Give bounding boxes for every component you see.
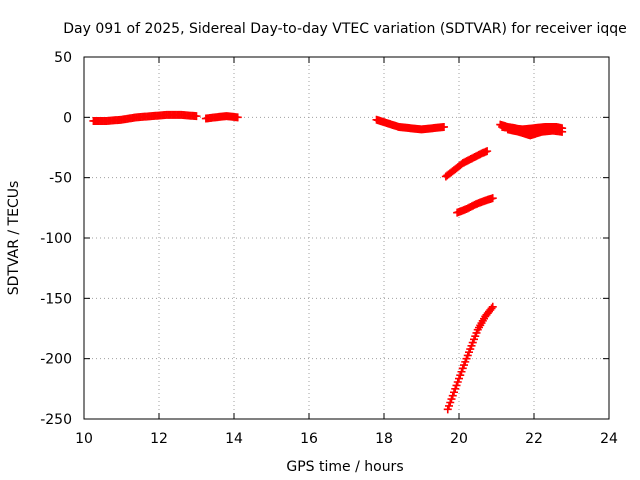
x-tick-label: 16 bbox=[300, 431, 318, 447]
y-tick-label: -250 bbox=[40, 412, 72, 428]
data-point bbox=[192, 112, 201, 121]
x-tick-label: 22 bbox=[525, 431, 543, 447]
data-point bbox=[440, 122, 448, 131]
data-point bbox=[488, 302, 497, 311]
data-point bbox=[233, 113, 242, 122]
y-tick-label: -50 bbox=[49, 171, 72, 187]
x-axis-title: GPS time / hours bbox=[286, 459, 403, 475]
data-point bbox=[487, 304, 496, 313]
x-tick-label: 20 bbox=[450, 431, 468, 447]
x-tick-label: 18 bbox=[375, 431, 393, 447]
plot-frame bbox=[83, 56, 610, 420]
x-tick-label: 24 bbox=[600, 431, 618, 447]
data-point bbox=[558, 127, 567, 136]
y-tick-label: 0 bbox=[63, 110, 72, 126]
x-tick-label: 14 bbox=[225, 431, 243, 447]
y-tick-label: 50 bbox=[54, 50, 72, 66]
data-point bbox=[483, 147, 492, 156]
data-series bbox=[89, 110, 567, 414]
y-tick-label: -200 bbox=[40, 352, 72, 368]
y-axis-title: SDTVAR / TECUs bbox=[6, 181, 22, 296]
y-tick-label: -150 bbox=[40, 291, 72, 307]
axis-ticks: 10 12 14 16 18 20 22 24 50 0 -50 -100 -150 -200 -250 bbox=[40, 50, 618, 447]
x-tick-label: 10 bbox=[75, 431, 93, 447]
chart-title: Day 091 of 2025, Sidereal Day-to-day VTE… bbox=[63, 21, 627, 37]
x-tick-label: 12 bbox=[150, 431, 168, 447]
y-tick-label: -100 bbox=[40, 231, 72, 247]
data-point bbox=[488, 194, 497, 203]
